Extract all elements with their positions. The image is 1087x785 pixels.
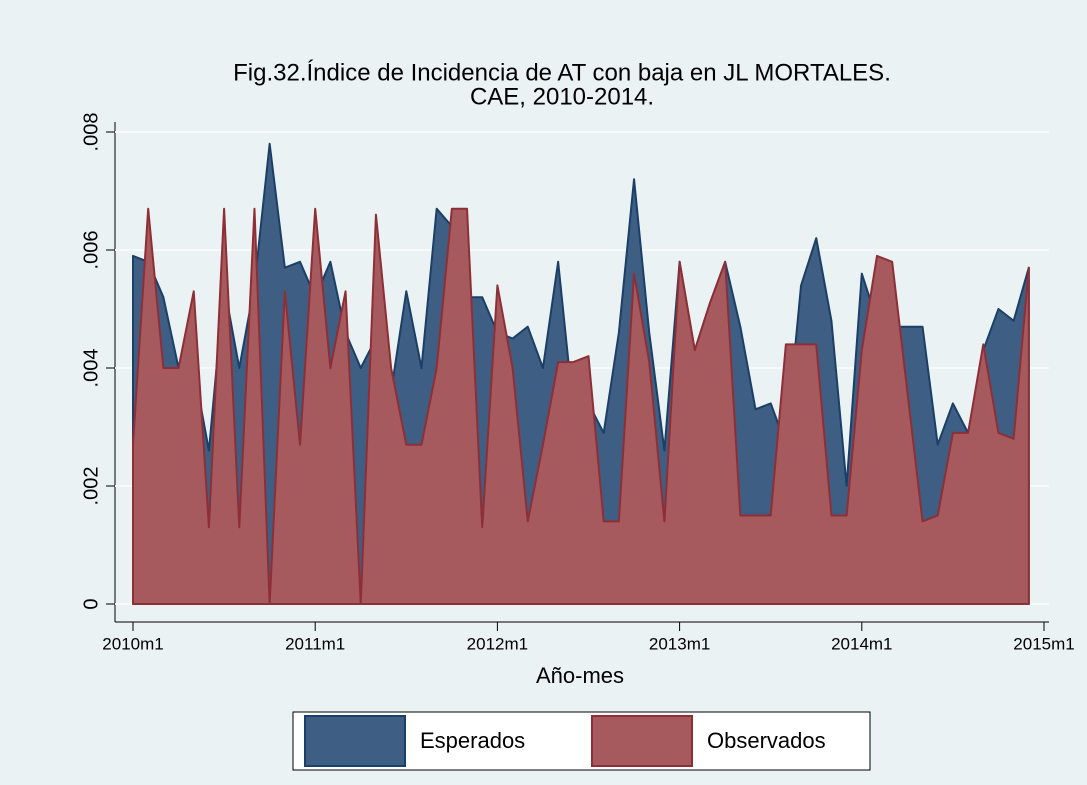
x-tick-label: 2015m1 [1013,634,1074,653]
y-tick-label: .004 [80,349,102,388]
x-tick-label: 2013m1 [649,634,710,653]
x-tick-label: 2011m1 [285,634,345,653]
area [132,207,1030,605]
y-tick-label: .002 [80,467,102,506]
y-tick-label: .006 [80,231,102,270]
legend-swatch [591,715,693,767]
legend-label: Esperados [420,728,525,753]
chart-title: Fig.32.Índice de Incidencia de AT con ba… [233,59,891,86]
legend-swatch [304,715,406,767]
y-tick-label: .008 [80,113,102,152]
x-tick-label: 2014m1 [831,634,892,653]
x-tick-label: 2012m1 [467,634,528,653]
x-axis-title: Año-mes [536,663,624,688]
y-tick-label: 0 [80,598,102,609]
x-tick-label: 2010m1 [102,634,163,653]
chart-title: CAE, 2010-2014. [470,83,654,110]
legend-label: Observados [707,728,826,753]
